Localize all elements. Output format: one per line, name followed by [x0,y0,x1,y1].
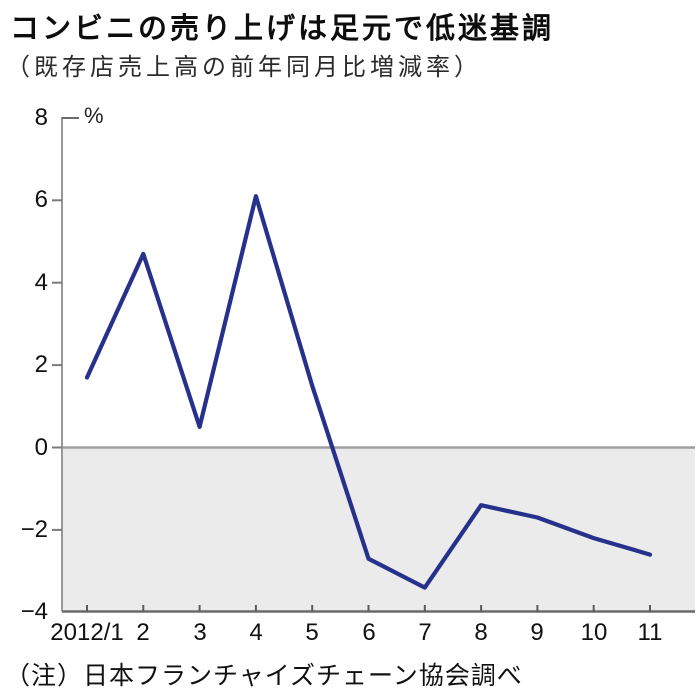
x-axis-tick-label: 9 [530,619,544,646]
negative-region [63,447,695,612]
tick-marks [52,199,651,612]
chart-title: コンビニの売り上げは足元で低迷基調 [10,13,555,45]
x-axis-tick-label: 5 [305,619,319,646]
x-axis-tick-label: 10 [580,619,608,646]
x-axis-tick-label: 6 [362,619,376,646]
y-axis-tick-label: −2 [20,516,48,543]
source-note: （注）日本フランチャイズチェーン協会調べ [5,662,523,690]
y-axis-tick-label: 4 [34,269,48,296]
percent-unit-label: % [84,103,104,128]
x-axis-tick-label: 11 [637,619,663,646]
x-axis-tick-label: 8 [474,619,488,646]
x-axis-tick-label: 4 [249,619,263,646]
y-axis-tick-label: 0 [34,434,48,461]
x-axis-tick-label: 2 [136,619,150,646]
y-axis-tick-label: 6 [34,186,48,213]
x-axis-tick-label: 2012/1 [50,619,124,646]
sales-line [84,194,653,590]
chart-subtitle: （既存店売上高の前年同月比増減率） [6,54,482,81]
y-axis-tick-label: 2 [34,351,48,378]
y-axis-tick-label: 8 [34,104,48,131]
y-axis-tick-label: −4 [20,598,48,625]
x-axis-tick-label: 3 [193,619,207,646]
x-axis-tick-label: 7 [418,619,432,646]
